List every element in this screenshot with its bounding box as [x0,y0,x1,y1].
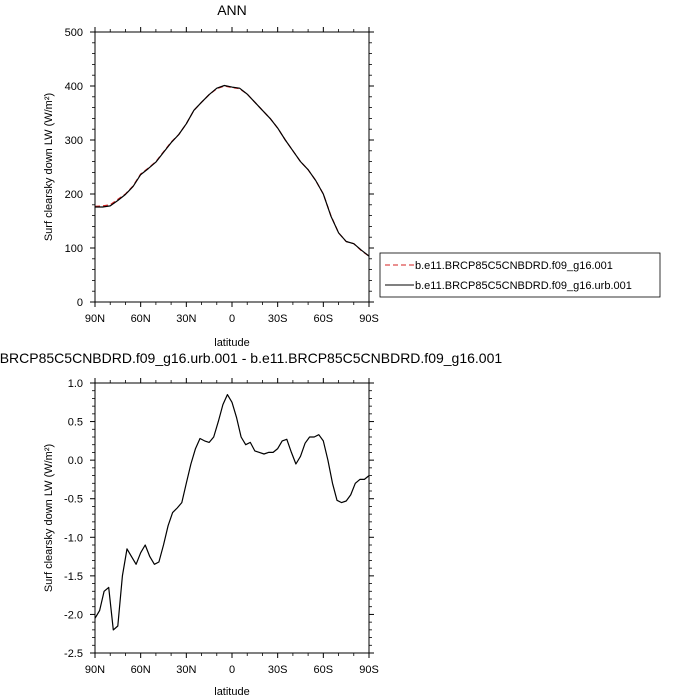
panel-2-y-tick-label: -1.0 [64,532,83,544]
panel-1-x-tick-label: 0 [229,313,235,325]
panel-1-y-axis-label: Surf clearsky down LW (W/m²) [43,93,55,241]
panel-2-y-tick-label: 0.0 [68,455,83,467]
panel-2-x-tick-label: 30N [176,664,196,676]
panel-1-plot-frame [94,31,370,303]
panel-1-y-tick-label: 0 [77,297,83,309]
legend-box [379,252,661,298]
panel-2-title: b.e11.BRCP85C5CNBDRD.f09_g16.urb.001 - b… [0,350,502,366]
panel-2-x-axis-label: latitude [214,686,249,698]
panel-2-y-tick-label: 0.5 [68,417,83,429]
panel-2-series-1-line [94,394,370,631]
panel-2-ticks-group: 90N 60N 30N 0 30S 60S 90S 1.0 0.5 0.0 -0.5 -1.0 -1.5… [64,378,379,676]
panel-1-y-tick-label: 400 [65,81,83,93]
panel-1-title: ANN [217,2,247,18]
panel-1-x-tick-label: 30S [268,313,288,325]
panel-1-series-group [94,84,370,257]
panel-1-ticks-group: 90N 60N 30N 0 30S 60S 90S 0 100 200 300 400 500 [65,27,379,325]
panel-1-x-tick-label: 30N [176,313,196,325]
panel-1-x-axis-label: latitude [214,337,249,349]
panel-2-series-group [94,394,370,631]
panel-2-x-tick-label: 60S [314,664,334,676]
panel-2-x-tick-label: 0 [229,664,235,676]
panel-2-x-tick-label: 90N [85,664,105,676]
panel-1-y-tick-label: 500 [65,27,83,39]
legend-entry-series-2: b.e11.BRCP85C5CNBDRD.f09_g16.urb.001 [415,280,632,292]
panel-1-x-tick-label: 60N [131,313,151,325]
panel-2-y-tick-label: -2.5 [64,648,83,660]
panel-2-x-tick-label: 90S [359,664,379,676]
panel-2-x-tick-label: 60N [131,664,151,676]
panel-1-series-2-line [95,84,370,257]
panel-1-x-tick-label: 90S [359,313,379,325]
legend: b.e11.BRCP85C5CNBDRD.f09_g16.001 b.e11.B… [379,252,661,298]
panel-1-series-1-line [94,85,370,257]
panel-2-plot-frame [94,382,370,654]
panel-2: b.e11.BRCP85C5CNBDRD.f09_g16.urb.001 - b… [0,350,502,698]
panel-1-x-tick-label: 90N [85,313,105,325]
panel-1-y-tick-label: 100 [65,243,83,255]
panel-2-y-tick-label: -0.5 [64,494,83,506]
panel-2-y-tick-label: 1.0 [68,378,83,390]
legend-entry-series-1: b.e11.BRCP85C5CNBDRD.f09_g16.001 [415,260,613,272]
panel-1-y-tick-label: 200 [65,189,83,201]
panel-1-y-tick-label: 300 [65,135,83,147]
panel-2-x-tick-label: 30S [268,664,288,676]
panel-2-y-tick-label: -2.0 [64,609,83,621]
panel-2-y-axis-label: Surf clearsky down LW (W/m²) [43,444,55,592]
panel-1: ANN 90N 60N 30N 0 30S 60S 90S0100200300400500 … [43,2,661,349]
panel-2-y-tick-label: -1.5 [64,571,83,583]
panel-1-x-tick-label: 60S [314,313,334,325]
